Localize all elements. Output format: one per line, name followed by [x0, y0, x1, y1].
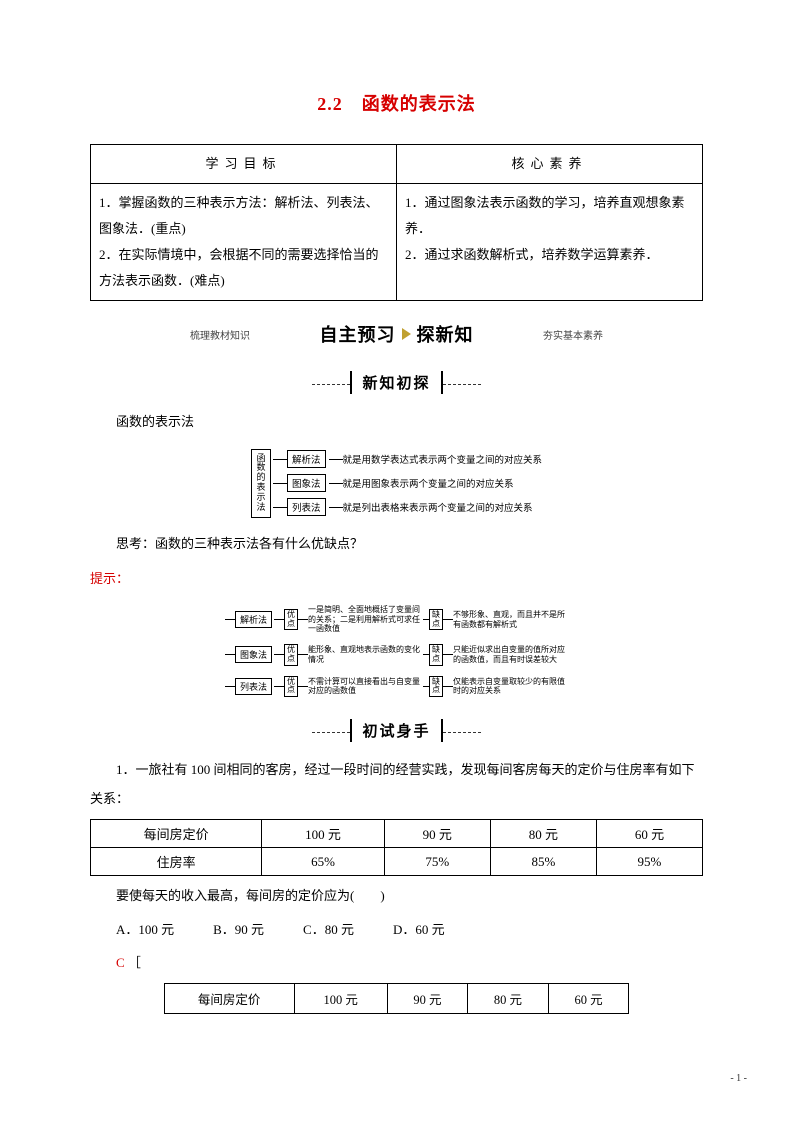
diagram1-row: 列表法就是列出表格来表示两个变量之间的对应关系: [273, 498, 542, 516]
banner-right-note: 夯实基本素养: [543, 327, 603, 342]
table-cell: 100 元: [294, 984, 387, 1014]
diagram2-row: 解析法 优点 一是简明、全面地概括了变量间的关系；二是利用解析式可求任一函数值 …: [225, 605, 568, 634]
table-cell: 80 元: [490, 820, 596, 848]
q1-answer-line: C ［: [90, 949, 703, 978]
diagram1-row: 解析法就是用数学表达式表示两个变量之间的对应关系: [273, 450, 542, 468]
td-core: 1．通过图象法表示函数的学习，培养直观想象素养．2．通过求函数解析式，培养数学运…: [397, 184, 703, 301]
banner-main-right: 探新知: [417, 321, 474, 347]
page-number: - 1 -: [730, 1073, 747, 1084]
table-cell: 90 元: [387, 984, 468, 1014]
q1-stem1: 1．一旅社有 100 间相同的客房，经过一段时间的经营实践，发现每间客房每天的定…: [90, 756, 703, 813]
think-question: 思考：函数的三种表示法各有什么优缺点？: [90, 530, 703, 559]
section-banner: 梳理教材知识 自主预习 探新知 夯实基本素养: [90, 321, 703, 349]
table-cell: 60 元: [596, 820, 702, 848]
table-cell: 90 元: [384, 820, 490, 848]
table-cell: 65%: [262, 848, 384, 876]
table-cell: 每间房定价: [164, 984, 294, 1014]
table-cell: 80 元: [468, 984, 549, 1014]
answer-letter: C: [116, 955, 125, 970]
th-goal: 学习目标: [91, 145, 397, 184]
page-title: 2.2 函数的表示法: [90, 90, 703, 116]
representation-diagram: 函数的表示法 解析法就是用数学表达式表示两个变量之间的对应关系 图象法就是用图象…: [90, 449, 703, 518]
objectives-table: 学习目标 核心素养 1．掌握函数的三种表示方法：解析法、列表法、图象法．(重点)…: [90, 144, 703, 301]
banner-main-left: 自主预习: [320, 321, 396, 347]
table-cell: 85%: [490, 848, 596, 876]
diagram2-row: 图象法 优点 能形象、直观地表示函数的变化情况 缺点 只能近似求出自变量的值所对…: [225, 644, 568, 666]
q1-inner-table: 每间房定价 100 元 90 元 80 元 60 元: [164, 983, 630, 1014]
banner-left-note: 梳理教材知识: [190, 327, 250, 342]
td-goal: 1．掌握函数的三种表示方法：解析法、列表法、图象法．(重点)2．在实际情境中，会…: [91, 184, 397, 301]
table-cell: 60 元: [548, 984, 629, 1014]
intro-heading: 函数的表示法: [90, 408, 703, 437]
diagram1-row: 图象法就是用图象表示两个变量之间的对应关系: [273, 474, 542, 492]
q1-table: 每间房定价 100 元 90 元 80 元 60 元 住房率 65% 75% 8…: [90, 819, 703, 876]
table-cell: 95%: [596, 848, 702, 876]
play-icon: [402, 328, 411, 340]
q1-stem2: 要使每天的收入最高，每间房的定价应为( ): [90, 882, 703, 911]
diagram1-left-label: 函数的表示法: [251, 449, 271, 518]
table-cell: 75%: [384, 848, 490, 876]
hint-label: 提示：: [90, 565, 703, 594]
pros-cons-diagram: 解析法 优点 一是简明、全面地概括了变量间的关系；二是利用解析式可求任一函数值 …: [90, 605, 703, 697]
bracket-open: ［: [128, 955, 141, 970]
q1-choices: A．100 元 B．90 元 C．80 元 D．60 元: [90, 917, 703, 943]
diagram2-row: 列表法 优点 不需计算可以直接看出与自变量对应的函数值 缺点 仅能表示自变量取较…: [225, 676, 568, 698]
th-core: 核心素养: [397, 145, 703, 184]
table-cell: 每间房定价: [91, 820, 262, 848]
subheading-chushi: 初试身手: [90, 719, 703, 742]
subheading-xinzhi: 新知初探: [90, 371, 703, 394]
table-cell: 100 元: [262, 820, 384, 848]
table-cell: 住房率: [91, 848, 262, 876]
